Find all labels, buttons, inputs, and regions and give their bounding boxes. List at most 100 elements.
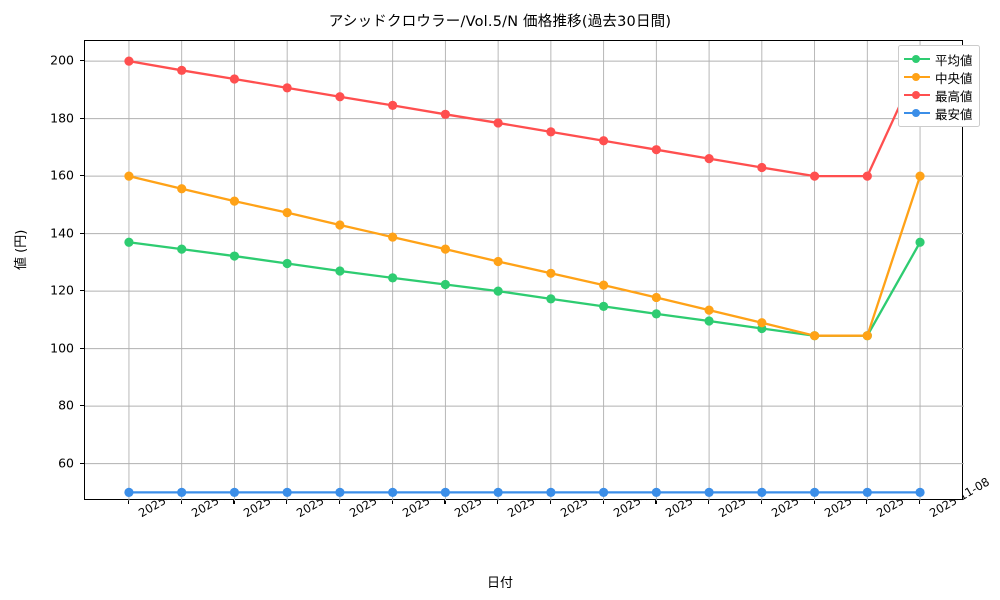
x-axis-label: 日付 [486, 576, 513, 591]
data-point [546, 127, 556, 137]
data-point [599, 487, 609, 497]
data-point [651, 309, 661, 319]
data-point [915, 237, 925, 247]
series-line-2 [127, 59, 922, 178]
x-tick-mark [444, 500, 446, 504]
data-point [229, 487, 240, 497]
y-tick-label: 180 [50, 110, 74, 126]
data-point [335, 220, 345, 230]
y-tick-label: 60 [58, 455, 74, 471]
x-tick-mark [866, 500, 868, 504]
data-point [493, 487, 503, 497]
x-tick-label: 2025-10-30 [452, 475, 517, 521]
y-tick-mark [80, 347, 84, 349]
y-tick-mark [80, 290, 84, 292]
data-point [493, 256, 503, 267]
legend-item-3[interactable]: 最安値 [904, 104, 973, 122]
y-tick-mark [80, 405, 84, 407]
y-tick-label: 100 [50, 340, 74, 356]
x-tick-label: 2025-11-07 [874, 475, 939, 521]
data-point [651, 292, 661, 303]
x-tick-label: 2025-10-28 [347, 475, 412, 521]
legend-marker-icon [904, 71, 930, 83]
legend-marker-icon [904, 89, 930, 101]
x-tick-mark [602, 500, 604, 504]
data-point [809, 171, 820, 181]
x-tick-label: 2025-11-08 [927, 475, 992, 521]
data-point [493, 118, 503, 128]
data-point [862, 487, 872, 497]
x-tick-mark [286, 500, 288, 504]
x-tick-mark [760, 500, 763, 504]
data-point [546, 268, 556, 278]
data-point [282, 83, 292, 93]
data-point [177, 65, 187, 75]
legend-item-2[interactable]: 最高値 [904, 86, 973, 104]
data-point [915, 171, 925, 181]
data-point [546, 294, 556, 304]
data-point [177, 244, 187, 254]
data-point [599, 301, 609, 311]
x-tick-mark [919, 500, 921, 504]
x-tick-mark [497, 500, 499, 504]
data-point [651, 145, 661, 155]
data-point [440, 279, 450, 290]
x-tick-mark [708, 500, 710, 504]
data-point [915, 487, 925, 497]
x-tick-label: 2025-10-24 [136, 475, 201, 521]
y-tick-label: 160 [50, 167, 74, 183]
data-point [124, 237, 134, 247]
data-point [704, 316, 714, 326]
legend-label: 中央値 [935, 70, 973, 86]
legend-marker-icon [904, 53, 930, 65]
y-tick-label: 120 [50, 282, 74, 298]
data-point [229, 196, 240, 206]
data-point [704, 487, 714, 497]
x-tick-label: 2025-11-03 [663, 475, 728, 521]
y-tick-mark [80, 117, 84, 119]
data-point [757, 487, 767, 497]
data-point [388, 487, 398, 497]
legend-item-0[interactable]: 平均値 [904, 50, 973, 68]
data-point [282, 208, 292, 218]
data-point [440, 487, 450, 497]
y-tick-mark [80, 60, 84, 62]
data-point [177, 487, 187, 497]
data-point [440, 244, 450, 254]
data-point [546, 487, 556, 497]
chart-title: アシッドクロウラー/Vol.5/N 価格推移(過去30日間) [328, 14, 672, 30]
x-tick-label: 2025-10-29 [400, 475, 465, 521]
legend-item-1[interactable]: 中央値 [904, 68, 973, 86]
data-point [599, 280, 609, 290]
data-point [177, 184, 187, 194]
data-point [809, 331, 820, 341]
data-series-layer [124, 56, 925, 497]
x-tick-mark [338, 500, 341, 504]
data-point [599, 136, 609, 146]
data-point [229, 74, 240, 84]
x-tick-label: 2025-11-04 [716, 475, 781, 521]
data-point [704, 305, 714, 315]
x-tick-mark [655, 500, 657, 504]
data-point [862, 331, 872, 341]
x-tick-mark [233, 500, 235, 504]
data-point [388, 232, 398, 242]
data-point [335, 266, 345, 276]
x-tick-mark [549, 500, 552, 504]
x-tick-mark [391, 500, 393, 504]
data-point [229, 251, 240, 261]
x-tick-mark [813, 500, 815, 504]
x-tick-label: 2025-11-06 [822, 475, 887, 521]
y-tick-mark [80, 462, 84, 464]
data-point [862, 171, 872, 181]
data-point [124, 487, 134, 497]
y-tick-label: 140 [50, 225, 74, 241]
plot-area [84, 40, 964, 501]
y-tick-label: 80 [58, 397, 74, 413]
y-tick-mark [80, 175, 84, 177]
x-tick-label: 2025-10-27 [294, 475, 359, 521]
series-line-1 [127, 174, 922, 337]
x-tick-label: 2025-10-25 [189, 475, 254, 521]
data-point [651, 487, 661, 497]
